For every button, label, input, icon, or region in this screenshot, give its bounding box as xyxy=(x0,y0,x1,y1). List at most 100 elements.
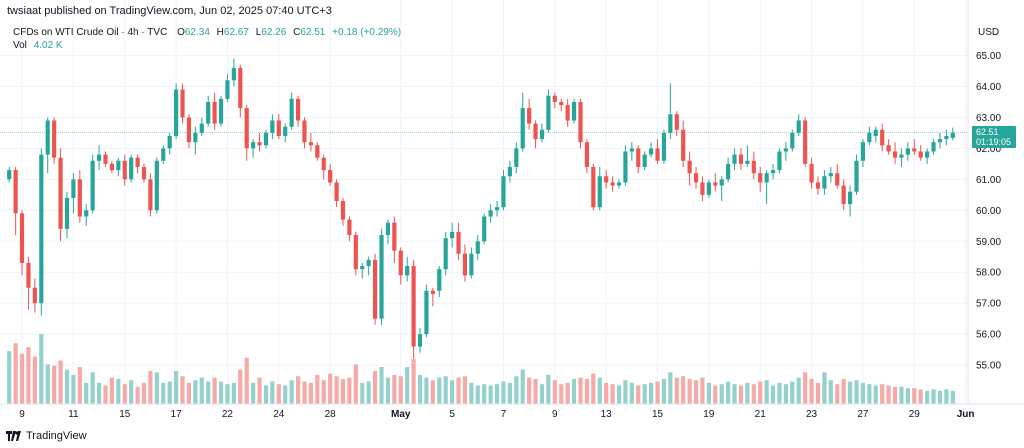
candle-body xyxy=(501,176,506,208)
candle-body xyxy=(738,154,744,164)
candle-body xyxy=(417,334,423,347)
volume-bar xyxy=(7,351,12,404)
candle-body xyxy=(430,290,435,294)
volume-bar xyxy=(713,385,718,404)
candle-body xyxy=(597,176,602,208)
close-value: 62.51 xyxy=(300,27,326,38)
volume-bar xyxy=(154,372,159,404)
candle-body xyxy=(379,235,384,319)
last-price-value: 62.51 xyxy=(976,127,999,137)
price-tick-label: 63.00 xyxy=(976,113,1001,124)
volume-bar xyxy=(161,382,166,404)
currency-label[interactable]: USD xyxy=(978,27,1000,38)
volume-bar xyxy=(803,372,808,404)
candle-body xyxy=(289,98,294,127)
time-axis[interactable]: 9 11 15 17 22 24 28 May 5 7 9 13 15 19 21 23 27 29 Jun xyxy=(19,409,974,420)
volume-bars xyxy=(7,334,955,404)
candle-body xyxy=(796,120,801,133)
candle-body xyxy=(726,163,731,180)
volume-bar xyxy=(302,381,307,404)
time-tick-label: 15 xyxy=(652,409,664,420)
candle-body xyxy=(610,182,615,186)
candle-body xyxy=(520,108,525,149)
symbol-label[interactable]: CFDs on WTI Crude Oil · 4h · TVC xyxy=(13,27,168,38)
time-tick-label: 15 xyxy=(119,409,131,420)
tradingview-logo[interactable]: TradingView xyxy=(6,430,87,442)
volume-bar xyxy=(764,380,769,404)
time-tick-label: 5 xyxy=(449,409,455,420)
candle-body xyxy=(437,269,442,291)
candle-body xyxy=(443,238,448,270)
volume-bar xyxy=(559,384,564,404)
candle-body xyxy=(39,154,44,304)
candles xyxy=(7,58,955,359)
volume-bar xyxy=(809,378,814,404)
volume-bar xyxy=(854,380,859,404)
time-tick-label: 24 xyxy=(273,409,285,420)
volume-bar xyxy=(199,377,204,404)
candle-body xyxy=(456,231,461,254)
volume-bar xyxy=(726,381,731,404)
candle-body xyxy=(809,163,814,183)
volume-bar xyxy=(263,385,269,404)
candle-body xyxy=(135,157,140,167)
candle-body xyxy=(340,201,346,220)
candle-body xyxy=(257,142,262,146)
volume-bar xyxy=(116,378,121,404)
volume-bar xyxy=(84,382,89,404)
volume-bar xyxy=(661,378,667,404)
candle-body xyxy=(411,266,416,347)
volume-bar xyxy=(719,384,724,404)
volume-label[interactable]: Vol xyxy=(13,40,27,51)
volume-bar xyxy=(790,381,795,404)
volume-bar xyxy=(674,377,679,404)
close-label: C xyxy=(293,27,301,38)
candle-body xyxy=(276,120,281,136)
volume-bar xyxy=(340,378,346,404)
logo-text: TradingView xyxy=(26,430,87,442)
price-axis[interactable]: 55.00 56.00 57.00 58.00 59.00 60.00 61.00 62.00… xyxy=(976,51,1001,372)
candle-body xyxy=(751,160,756,174)
volume-bar xyxy=(770,385,776,404)
volume-bar xyxy=(848,381,853,404)
volume-bar xyxy=(642,384,647,404)
time-tick-label: 9 xyxy=(552,409,558,420)
open-label: O xyxy=(177,27,185,38)
volume-bar xyxy=(629,382,634,404)
candle-body xyxy=(661,132,667,161)
time-tick-label: 23 xyxy=(806,409,818,420)
volume-bar xyxy=(19,353,25,404)
candle-body xyxy=(19,213,25,263)
volume-bar xyxy=(109,377,114,404)
candle-body xyxy=(469,253,474,276)
volume-bar xyxy=(533,378,538,404)
volume-bar xyxy=(148,370,153,404)
volume-bar xyxy=(546,374,551,404)
candle-body xyxy=(71,179,76,198)
volume-bar xyxy=(212,377,217,404)
candle-body xyxy=(218,98,224,124)
volume-bar xyxy=(141,382,147,404)
candle-body xyxy=(405,266,410,276)
volume-bar xyxy=(64,369,70,404)
candle-body xyxy=(328,170,333,183)
volume-bar xyxy=(289,380,294,404)
volume-bar xyxy=(706,382,711,404)
candle-body xyxy=(488,210,493,217)
volume-bar xyxy=(218,381,224,404)
volume-bar xyxy=(565,382,570,404)
candle-body xyxy=(52,120,57,158)
candle-body xyxy=(815,182,821,189)
volume-bar xyxy=(398,376,403,404)
candle-body xyxy=(867,132,872,143)
candle-body xyxy=(655,148,660,161)
candle-body xyxy=(925,151,930,158)
volume-bar xyxy=(385,377,391,404)
change-value: +0.18 (+0.29%) xyxy=(332,27,402,38)
volume-bar xyxy=(597,377,602,404)
candle-body xyxy=(604,176,609,183)
volume-bar xyxy=(841,378,846,404)
price-tick-label: 55.00 xyxy=(976,361,1001,372)
